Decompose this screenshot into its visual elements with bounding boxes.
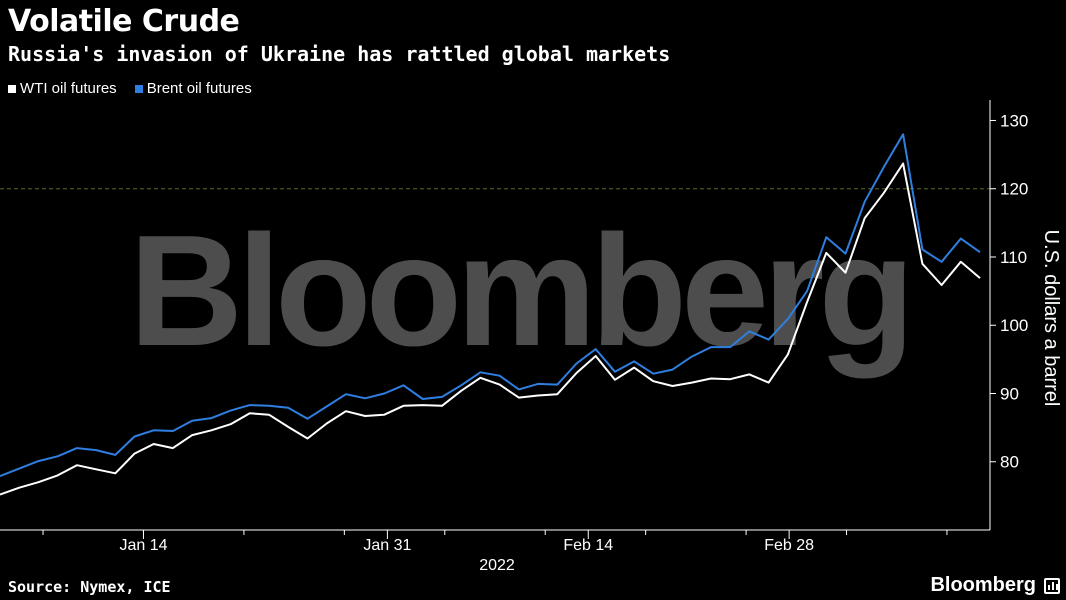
series-lines bbox=[0, 133, 981, 496]
y-tick-label-90: 90 bbox=[1000, 384, 1019, 403]
source-note: Source: Nymex, ICE bbox=[8, 578, 171, 596]
legend-item-wti: WTI oil futures bbox=[8, 80, 117, 97]
y-tick-label-110: 110 bbox=[1000, 248, 1027, 267]
y-axis-label: U.S. dollars a barrel bbox=[1040, 230, 1062, 407]
x-tick-label: Feb 14 bbox=[563, 537, 613, 554]
x-tick-label: Jan 14 bbox=[119, 537, 167, 554]
y-tick-label-100: 100 bbox=[1000, 316, 1028, 335]
series-line-brent bbox=[0, 133, 981, 478]
x-tick-label: Jan 31 bbox=[363, 537, 411, 554]
axes: 80 90 100 110 120 130 Jan 14 Jan 31 Feb 14 Feb 28 bbox=[0, 100, 1028, 554]
x-tick-label: Feb 28 bbox=[764, 537, 814, 554]
legend-label-wti: WTI oil futures bbox=[20, 80, 117, 97]
y-tick-label-130: 130 bbox=[1000, 111, 1028, 130]
chart-subtitle: Russia's invasion of Ukraine has rattled… bbox=[8, 42, 671, 66]
series-line-wti bbox=[0, 162, 981, 496]
legend-label-brent: Brent oil futures bbox=[146, 80, 252, 97]
legend-item-brent: Brent oil futures bbox=[134, 80, 252, 97]
legend: WTI oil futures Brent oil futures bbox=[8, 80, 252, 97]
legend-swatch-wti bbox=[8, 84, 16, 93]
watermark: Bloomberg bbox=[129, 203, 909, 379]
brand-logo: Bloomberg bbox=[930, 574, 1036, 596]
legend-swatch-brent bbox=[134, 84, 143, 93]
x-axis-year-label: 2022 bbox=[479, 557, 515, 574]
chart-title: Volatile Crude bbox=[8, 4, 240, 39]
y-tick-label-80: 80 bbox=[1000, 453, 1019, 472]
y-tick-label-120: 120 bbox=[1000, 180, 1028, 199]
bar-chart-icon bbox=[1044, 578, 1060, 594]
